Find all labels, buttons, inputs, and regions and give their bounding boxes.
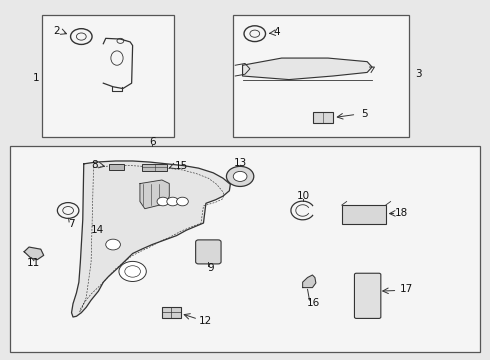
Polygon shape: [243, 58, 372, 80]
Polygon shape: [303, 275, 316, 288]
Circle shape: [167, 197, 178, 206]
Circle shape: [157, 197, 169, 206]
Text: 12: 12: [199, 316, 213, 325]
Text: 16: 16: [307, 298, 320, 308]
Circle shape: [226, 166, 254, 186]
Circle shape: [119, 261, 147, 282]
Bar: [233, 15, 409, 137]
Bar: [342, 205, 386, 224]
Polygon shape: [72, 161, 230, 317]
Bar: [143, 163, 167, 171]
Circle shape: [233, 171, 247, 181]
Bar: [42, 15, 174, 137]
Bar: [162, 307, 180, 318]
Text: 8: 8: [91, 159, 98, 170]
Text: 5: 5: [362, 109, 368, 119]
Bar: [109, 163, 124, 170]
Circle shape: [176, 197, 188, 206]
Text: 7: 7: [68, 220, 75, 229]
Text: 14: 14: [91, 225, 104, 235]
Circle shape: [125, 266, 141, 277]
Text: 10: 10: [297, 191, 310, 201]
Text: 13: 13: [234, 158, 247, 168]
Polygon shape: [140, 180, 169, 209]
Bar: [314, 112, 333, 123]
FancyBboxPatch shape: [196, 240, 221, 264]
Text: 2: 2: [53, 26, 60, 36]
Text: 9: 9: [207, 263, 214, 273]
Text: 15: 15: [175, 161, 188, 171]
Polygon shape: [24, 247, 44, 260]
Text: 4: 4: [273, 27, 280, 37]
Text: 17: 17: [400, 284, 413, 294]
FancyBboxPatch shape: [354, 273, 381, 319]
Bar: [10, 146, 480, 352]
Text: 6: 6: [149, 137, 155, 147]
Text: 1: 1: [32, 73, 39, 83]
Circle shape: [106, 239, 121, 250]
Text: 18: 18: [395, 208, 408, 218]
Text: 11: 11: [27, 258, 41, 268]
Text: 3: 3: [415, 69, 422, 79]
